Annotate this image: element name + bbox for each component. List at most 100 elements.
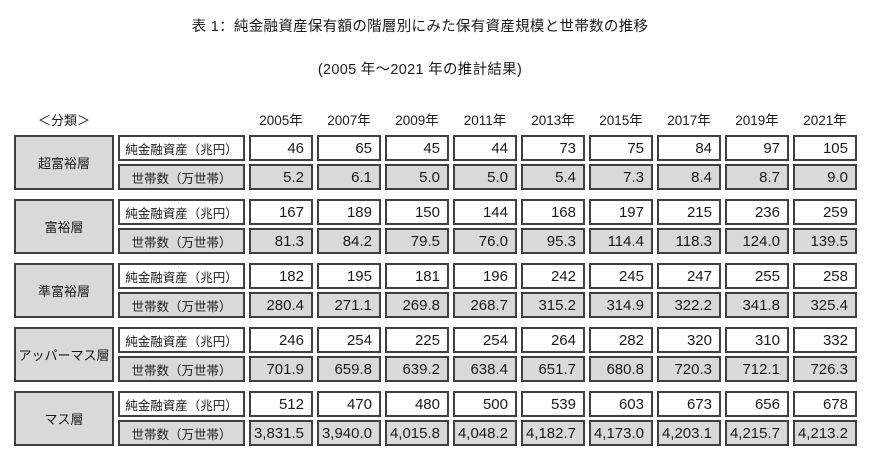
asset-value-cell: 65 (317, 135, 381, 161)
household-value-cell: 114.4 (589, 228, 653, 254)
household-value-cell: 4,015.8 (385, 420, 449, 446)
assets-row-label: 純金融資産（兆円） (118, 327, 245, 353)
household-value-cell: 79.5 (385, 228, 449, 254)
household-value-cell: 680.8 (589, 356, 653, 382)
household-value-cell: 638.4 (453, 356, 517, 382)
tier-label-cell: 超富裕層 (14, 135, 114, 190)
household-value-cell: 8.7 (725, 164, 789, 190)
assets-row-label: 純金融資産（兆円） (118, 199, 245, 225)
asset-value-cell: 44 (453, 135, 517, 161)
household-value-cell: 726.3 (793, 356, 857, 382)
asset-value-cell: 656 (725, 391, 789, 417)
household-value-cell: 701.9 (249, 356, 313, 382)
asset-value-cell: 539 (521, 391, 585, 417)
household-value-cell: 4,173.0 (589, 420, 653, 446)
asset-value-cell: 144 (453, 199, 517, 225)
asset-value-cell: 196 (453, 263, 517, 289)
tier-label-cell: 富裕層 (14, 199, 114, 254)
year-header: 2015年 (599, 113, 643, 128)
asset-value-cell: 254 (317, 327, 381, 353)
household-value-cell: 314.9 (589, 292, 653, 318)
household-value-cell: 9.0 (793, 164, 857, 190)
year-header: 2013年 (531, 113, 575, 128)
household-value-cell: 651.7 (521, 356, 585, 382)
households-row-label: 世帯数（万世帯） (118, 164, 245, 190)
tier-label-cell: マス層 (14, 391, 114, 446)
asset-value-cell: 258 (793, 263, 857, 289)
household-value-cell: 4,215.7 (725, 420, 789, 446)
household-value-cell: 280.4 (249, 292, 313, 318)
year-header: 2019年 (735, 113, 779, 128)
household-value-cell: 4,203.1 (657, 420, 721, 446)
table-subtitle: (2005 年～2021 年の推計結果) (317, 62, 523, 78)
asset-value-cell: 195 (317, 263, 381, 289)
household-value-cell: 8.4 (657, 164, 721, 190)
households-row-label: 世帯数（万世帯） (118, 356, 245, 382)
tier-label-cell: 準富裕層 (14, 263, 114, 318)
household-value-cell: 659.8 (317, 356, 381, 382)
tier-group-mass: マス層 純金融資産（兆円） 512 470 480 500 539 603 673 656 67… (14, 391, 857, 446)
asset-value-cell: 182 (249, 263, 313, 289)
asset-value-cell: 512 (249, 391, 313, 417)
household-value-cell: 325.4 (793, 292, 857, 318)
household-value-cell: 3,940.0 (317, 420, 381, 446)
asset-value-cell: 332 (793, 327, 857, 353)
household-value-cell: 271.1 (317, 292, 381, 318)
tier-group-ultra-wealthy: 超富裕層 純金融資産（兆円） 46 65 45 44 73 75 84 97 105 世帯数（万… (14, 135, 857, 190)
asset-value-cell: 189 (317, 199, 381, 225)
household-value-cell: 95.3 (521, 228, 585, 254)
year-header: 2005年 (259, 113, 303, 128)
household-value-cell: 4,048.2 (453, 420, 517, 446)
households-row-label: 世帯数（万世帯） (118, 420, 245, 446)
household-value-cell: 712.1 (725, 356, 789, 382)
household-value-cell: 341.8 (725, 292, 789, 318)
asset-value-cell: 246 (249, 327, 313, 353)
year-header: 2021年 (803, 113, 847, 128)
households-row-label: 世帯数（万世帯） (118, 292, 245, 318)
year-header: 2017年 (667, 113, 711, 128)
tier-label-cell: アッパーマス層 (14, 327, 114, 382)
household-value-cell: 6.1 (317, 164, 381, 190)
asset-value-cell: 242 (521, 263, 585, 289)
table-header-row: ＜分類＞ 2005年 2007年 2009年 2011年 2013年 2015年 2017年… (14, 108, 857, 130)
asset-value-cell: 225 (385, 327, 449, 353)
household-value-cell: 5.0 (385, 164, 449, 190)
household-value-cell: 4,182.7 (521, 420, 585, 446)
asset-value-cell: 673 (657, 391, 721, 417)
household-value-cell: 5.4 (521, 164, 585, 190)
household-value-cell: 639.2 (385, 356, 449, 382)
asset-value-cell: 320 (657, 327, 721, 353)
asset-value-cell: 678 (793, 391, 857, 417)
table-title: 表 1：純金融資産保有額の階層別にみた保有資産規模と世帯数の推移 (191, 19, 649, 35)
asset-value-cell: 264 (521, 327, 585, 353)
household-value-cell: 84.2 (317, 228, 381, 254)
household-value-cell: 269.8 (385, 292, 449, 318)
asset-value-cell: 282 (589, 327, 653, 353)
household-value-cell: 5.2 (249, 164, 313, 190)
asset-value-cell: 470 (317, 391, 381, 417)
asset-value-cell: 215 (657, 199, 721, 225)
asset-value-cell: 245 (589, 263, 653, 289)
household-value-cell: 4,213.2 (793, 420, 857, 446)
asset-value-cell: 167 (249, 199, 313, 225)
assets-row-label: 純金融資産（兆円） (118, 263, 245, 289)
household-value-cell: 7.3 (589, 164, 653, 190)
asset-value-cell: 73 (521, 135, 585, 161)
year-header: 2011年 (463, 113, 507, 128)
asset-value-cell: 197 (589, 199, 653, 225)
asset-value-cell: 247 (657, 263, 721, 289)
asset-value-cell: 84 (657, 135, 721, 161)
asset-value-cell: 45 (385, 135, 449, 161)
year-header: 2009年 (395, 113, 439, 128)
asset-value-cell: 254 (453, 327, 517, 353)
asset-value-cell: 46 (249, 135, 313, 161)
household-value-cell: 124.0 (725, 228, 789, 254)
asset-value-cell: 105 (793, 135, 857, 161)
asset-value-cell: 181 (385, 263, 449, 289)
household-value-cell: 315.2 (521, 292, 585, 318)
asset-value-cell: 150 (385, 199, 449, 225)
household-value-cell: 3,831.5 (249, 420, 313, 446)
asset-value-cell: 603 (589, 391, 653, 417)
tier-group-wealthy: 富裕層 純金融資産（兆円） 167 189 150 144 168 197 215 236 25… (14, 199, 857, 254)
asset-value-cell: 168 (521, 199, 585, 225)
